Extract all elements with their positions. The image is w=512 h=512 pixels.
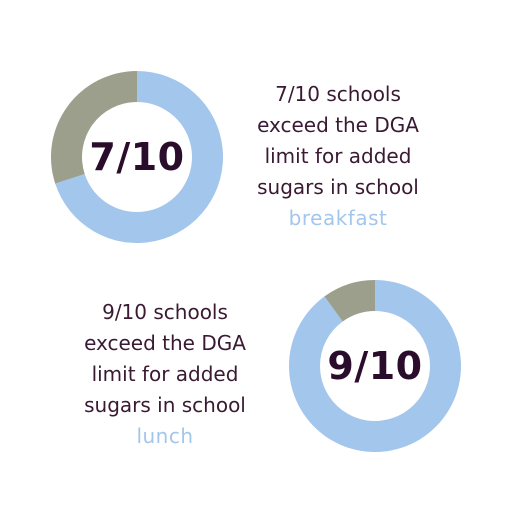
breakfast-caption-line: limit for added	[264, 144, 412, 168]
breakfast-meal-label: breakfast	[288, 206, 388, 230]
donut-slice-1	[50, 71, 137, 184]
breakfast-center-label: 7/10	[89, 135, 185, 179]
breakfast-caption-line: 7/10 schools	[275, 82, 401, 106]
donut-slice-0	[289, 280, 461, 452]
lunch-caption-line: 9/10 schools	[102, 300, 228, 324]
breakfast-caption: 7/10 schools exceed the DGA limit for ad…	[248, 79, 428, 234]
lunch-center-label: 9/10	[327, 344, 423, 388]
breakfast-caption-line: exceed the DGA	[257, 113, 419, 137]
breakfast-caption-line: sugars in school	[257, 175, 419, 199]
lunch-caption-line: limit for added	[91, 362, 239, 386]
lunch-donut-svg	[289, 280, 461, 452]
donut-slice-0	[55, 71, 224, 243]
lunch-caption-line: sugars in school	[84, 393, 246, 417]
breakfast-donut-svg	[50, 71, 224, 243]
lunch-meal-label: lunch	[136, 424, 194, 448]
lunch-donut-chart: 9/10	[289, 280, 461, 452]
breakfast-donut-chart: 7/10	[50, 71, 224, 243]
lunch-caption: 9/10 schools exceed the DGA limit for ad…	[57, 297, 273, 452]
donut-slice-1	[324, 280, 375, 322]
lunch-caption-line: exceed the DGA	[84, 331, 246, 355]
